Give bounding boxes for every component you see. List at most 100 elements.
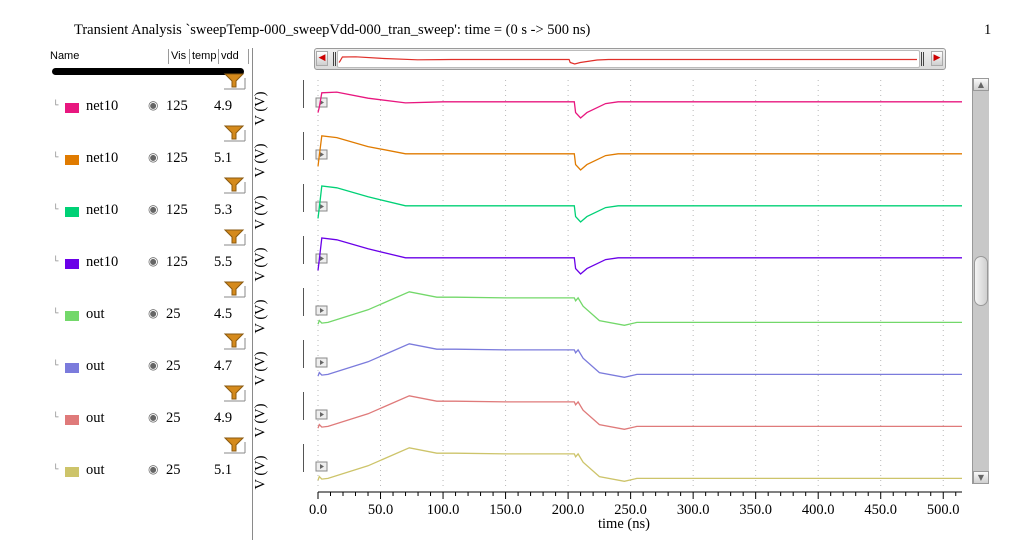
signal-row[interactable]: └ out ◉ 25 4.5 [48,286,258,338]
waveform-trace[interactable] [317,447,962,482]
play-icon[interactable] [320,100,324,105]
x-tick-label: 200.0 [552,502,585,518]
vdd-column-header[interactable]: vdd [221,50,239,62]
play-icon[interactable] [320,308,324,313]
color-swatch[interactable] [65,415,79,425]
play-icon[interactable] [320,152,324,157]
unit-label: V (V) [252,247,269,282]
signal-name: net10 [86,202,119,218]
tree-branch: └ [53,309,59,319]
play-icon[interactable] [320,360,324,365]
overview-trace [338,56,917,65]
color-swatch[interactable] [65,207,79,217]
filter-icon[interactable] [222,384,246,402]
signal-vdd: 5.3 [214,202,233,218]
temp-column-header[interactable]: temp [192,50,217,62]
column-separator[interactable] [189,49,190,64]
filter-icon[interactable] [222,124,246,142]
signal-row[interactable]: └ out ◉ 25 4.7 [48,338,258,390]
signal-vdd: 5.1 [214,150,233,166]
waveform-trace[interactable] [317,343,962,378]
x-tick-label: 350.0 [739,502,772,518]
waveform-trace[interactable] [317,395,962,430]
signal-row[interactable]: └ net10 ◉ 125 5.5 [48,234,258,286]
color-swatch[interactable] [65,363,79,373]
waveform-trace[interactable] [317,135,962,171]
tree-branch: └ [53,153,59,163]
scrollbar-thumb[interactable] [974,256,988,306]
signal-temp: 125 [166,254,188,270]
waveform-trace[interactable] [317,185,962,223]
scroll-left-icon[interactable]: ◀ [316,51,328,66]
eye-icon[interactable]: ◉ [148,150,159,164]
signal-vdd: 4.5 [214,306,233,322]
signal-name: net10 [86,150,119,166]
color-swatch[interactable] [65,103,79,113]
eye-icon[interactable]: ◉ [148,306,159,320]
color-swatch[interactable] [65,259,79,269]
waveform-trace[interactable] [317,237,962,275]
signal-temp: 125 [166,150,188,166]
scroll-up-icon[interactable]: ▲ [973,78,989,91]
column-separator[interactable] [218,49,219,64]
eye-icon[interactable]: ◉ [148,462,159,476]
signal-temp: 125 [166,202,188,218]
signal-row[interactable]: └ net10 ◉ 125 5.1 [48,130,258,182]
unit-label: V (V) [252,403,269,438]
signal-row[interactable]: └ out ◉ 25 4.9 [48,390,258,442]
eye-icon[interactable]: ◉ [148,410,159,424]
play-icon[interactable] [320,256,324,261]
column-separator[interactable] [168,49,169,64]
range-handle-right[interactable] [921,52,924,66]
signal-row[interactable]: └ net10 ◉ 125 5.3 [48,182,258,234]
filter-icon[interactable] [222,436,246,454]
filter-icon[interactable] [222,228,246,246]
panel-divider[interactable] [252,48,253,540]
range-handle-left[interactable] [333,52,336,66]
overview-window[interactable] [337,50,920,68]
waveform-trace[interactable] [317,91,962,119]
waveform-trace[interactable] [317,291,962,326]
signal-list-header: Name Vis temp vdd [48,48,250,66]
unit-label: V (V) [252,91,269,126]
filter-icon[interactable] [222,176,246,194]
x-tick-label: 50.0 [368,502,393,518]
signal-temp: 25 [166,410,181,426]
signal-name: net10 [86,254,119,270]
play-icon[interactable] [320,464,324,469]
signal-temp: 25 [166,462,181,478]
filter-icon[interactable] [222,332,246,350]
vertical-scrollbar[interactable]: ▲ ▼ [972,78,989,484]
color-swatch[interactable] [65,467,79,477]
signal-row[interactable]: └ net10 ◉ 125 4.9 [48,78,258,130]
eye-icon[interactable]: ◉ [148,358,159,372]
unit-label: V (V) [252,455,269,490]
column-separator[interactable] [248,49,249,64]
eye-icon[interactable]: ◉ [148,202,159,216]
signal-temp: 25 [166,358,181,374]
vis-column-header[interactable]: Vis [171,50,187,62]
play-icon[interactable] [320,412,324,417]
signal-temp: 125 [166,98,188,114]
name-column-header[interactable]: Name [50,50,80,62]
color-swatch[interactable] [65,311,79,321]
signal-name: out [86,462,105,478]
panel-scrollbar[interactable] [52,68,244,75]
scroll-down-icon[interactable]: ▼ [973,471,989,484]
color-swatch[interactable] [65,155,79,165]
signal-vdd: 5.1 [214,462,233,478]
signal-row[interactable]: └ out ◉ 25 5.1 [48,442,258,494]
window-title: Transient Analysis `sweepTemp-000_sweepV… [74,22,591,38]
overview-strip[interactable]: ◀ ▶ [314,48,946,70]
eye-icon[interactable]: ◉ [148,254,159,268]
scroll-right-icon[interactable]: ▶ [931,51,943,66]
play-icon[interactable] [320,204,324,209]
eye-icon[interactable]: ◉ [148,98,159,112]
x-tick-label: 300.0 [677,502,710,518]
x-tick-label: 150.0 [489,502,522,518]
signal-vdd: 5.5 [214,254,233,270]
filter-icon[interactable] [222,72,246,90]
waveform-plot[interactable]: 0.0 50.0 100.0 150.0 200.0 250.0 300.0 350.0 400… [296,78,966,540]
page-number: 1 [984,22,992,38]
filter-icon[interactable] [222,280,246,298]
